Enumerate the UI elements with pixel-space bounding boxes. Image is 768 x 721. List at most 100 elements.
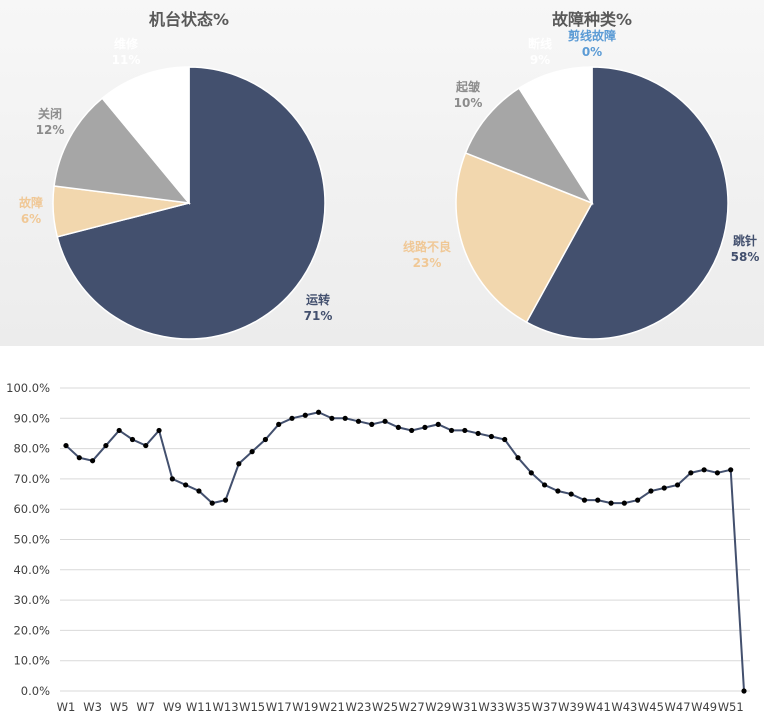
data-point: [502, 436, 508, 443]
data-point: [103, 442, 109, 449]
pie-title-machine-status: 机台状态%: [149, 10, 229, 29]
pie-slice-percent: 10%: [454, 96, 483, 110]
series-line: [65, 411, 745, 692]
pie-slice-1-0: [56, 66, 326, 340]
x-tick-label: W13: [213, 700, 239, 714]
data-point: [728, 467, 734, 473]
y-tick-label: 20.0%: [13, 623, 50, 637]
data-point: [302, 412, 308, 418]
data-point: [89, 458, 96, 464]
data-point: [76, 455, 82, 461]
data-point: [355, 418, 362, 424]
data-point: [701, 467, 707, 473]
pie-slice-label: 断线: [528, 36, 552, 51]
data-point: [541, 482, 548, 488]
data-point: [129, 436, 136, 443]
x-tick-label: W25: [372, 700, 398, 714]
data-point: [741, 688, 747, 694]
x-tick-label: W47: [665, 700, 691, 714]
data-point: [661, 485, 667, 491]
pie-slice-percent: 23%: [413, 256, 442, 270]
x-tick-label: W39: [558, 700, 584, 714]
data-point: [63, 442, 69, 449]
data-point: [488, 433, 495, 440]
x-tick-label: W31: [452, 700, 478, 714]
pie-slice-percent: 11%: [112, 53, 141, 67]
pie-slice-percent: 9%: [530, 53, 550, 67]
x-tick-label: W33: [478, 700, 504, 714]
data-point: [714, 470, 721, 476]
pie-slice-2-1: [455, 151, 594, 324]
pie-slice-label: 剪线故障: [568, 28, 616, 43]
data-point: [116, 427, 122, 434]
data-point: [369, 421, 375, 427]
data-point: [382, 418, 388, 424]
data-point: [249, 449, 255, 455]
data-point: [196, 488, 202, 494]
y-tick-label: 30.0%: [13, 593, 50, 607]
x-tick-label: W17: [266, 700, 292, 714]
pie-slice-1-2: [53, 97, 191, 204]
data-point: [183, 482, 189, 488]
pie-slice-label: 故障: [19, 195, 43, 210]
x-tick-label: W51: [718, 700, 744, 714]
pie-slice-percent: 12%: [36, 123, 65, 137]
pie-slice-label: 维修: [114, 36, 139, 51]
data-point: [395, 424, 401, 430]
line-chart-panel: [0, 372, 768, 721]
data-point: [169, 476, 175, 482]
x-tick-label: W3: [83, 700, 102, 714]
data-point: [621, 500, 627, 506]
pie-slice-label: 起皱: [455, 79, 480, 94]
x-tick-label: W41: [585, 700, 611, 714]
x-tick-label: W23: [345, 700, 371, 714]
data-point: [448, 427, 455, 434]
y-tick-label: 50.0%: [13, 533, 50, 547]
data-point: [409, 427, 415, 434]
y-tick-label: 70.0%: [13, 472, 50, 486]
pie-slice-percent: 71%: [304, 309, 333, 323]
data-point: [315, 409, 322, 415]
data-point: [289, 415, 295, 421]
pie-slice-label: 跳针: [733, 233, 757, 248]
x-tick-label: W21: [319, 700, 345, 714]
x-tick-label: W5: [110, 700, 129, 714]
x-tick-label: W35: [505, 700, 531, 714]
pie-slice-2-3: [518, 66, 593, 206]
data-point: [222, 497, 229, 503]
data-point: [608, 500, 614, 506]
x-tick-label: W11: [186, 700, 212, 714]
data-point: [329, 415, 335, 421]
data-point: [674, 482, 681, 488]
pie-slice-percent: 0%: [582, 45, 602, 59]
pie-slice-label: 线路不良: [403, 239, 451, 254]
pie-slice-1-3: [101, 66, 190, 206]
y-tick-label: 80.0%: [13, 442, 50, 456]
data-point: [555, 488, 561, 494]
x-tick-label: W19: [292, 700, 318, 714]
y-tick-label: 40.0%: [13, 563, 50, 577]
x-tick-label: W45: [638, 700, 664, 714]
pie-title-fault-types: 故障种类%: [552, 10, 632, 29]
data-point: [595, 497, 601, 503]
data-point: [435, 421, 441, 427]
data-point: [528, 470, 534, 476]
data-point: [262, 436, 269, 443]
y-tick-label: 0.0%: [21, 684, 50, 698]
data-point: [515, 455, 521, 461]
x-tick-label: W27: [399, 700, 425, 714]
data-point: [462, 427, 468, 434]
data-point: [568, 491, 574, 497]
data-point: [475, 430, 481, 437]
x-tick-label: W49: [691, 700, 717, 714]
data-point: [648, 488, 654, 494]
x-tick-label: W37: [532, 700, 558, 714]
data-point: [276, 421, 282, 427]
x-tick-label: W7: [136, 700, 155, 714]
data-point: [209, 500, 215, 506]
data-point: [156, 427, 162, 434]
x-tick-label: W1: [57, 700, 76, 714]
